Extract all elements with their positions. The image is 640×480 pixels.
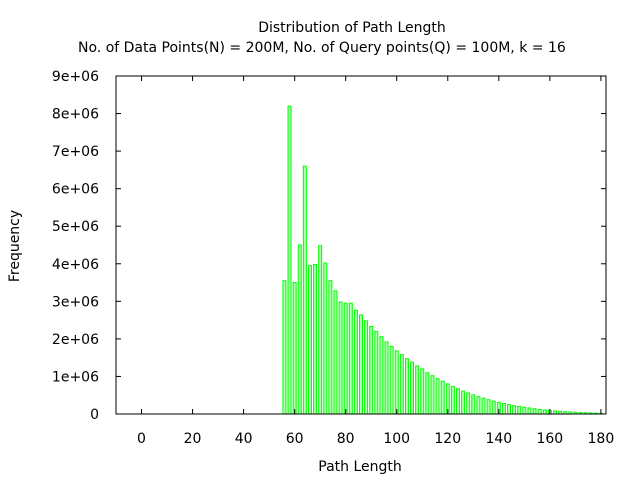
bar	[389, 345, 394, 415]
bar	[507, 404, 512, 415]
y-tick-label: 8e+06	[52, 107, 99, 123]
bar	[440, 380, 445, 415]
bar	[542, 409, 547, 415]
bar	[338, 301, 343, 415]
bar	[486, 399, 491, 415]
x-tick-label: 180	[588, 431, 615, 447]
x-tick-label: 60	[286, 431, 304, 447]
bar	[455, 388, 460, 415]
bar	[369, 326, 374, 415]
y-tick-label: 4e+06	[52, 257, 99, 273]
x-tick-label: 120	[434, 431, 461, 447]
bar	[517, 405, 522, 415]
y-tick-label: 6e+06	[52, 182, 99, 198]
bar	[343, 302, 348, 415]
y-tick-label: 1e+06	[52, 369, 99, 385]
bar	[410, 361, 415, 415]
bar	[512, 405, 517, 415]
bar	[404, 358, 409, 415]
x-tick-label: 40	[235, 431, 253, 447]
bar	[292, 282, 297, 415]
bar	[353, 309, 358, 415]
chart-subtitle: No. of Data Points(N) = 200M, No. of Que…	[78, 40, 566, 56]
axes: 0 20 40 60 80 100 120 140 160 180 0 1e+06 2e+06 3e+06…	[52, 69, 614, 447]
y-tick-label: 9e+06	[52, 69, 99, 85]
bar	[394, 350, 399, 415]
bar	[430, 375, 435, 415]
plot-frame	[115, 75, 607, 415]
bar	[425, 372, 430, 415]
bar	[323, 262, 328, 415]
bar	[415, 365, 420, 415]
bar	[384, 341, 389, 415]
bar	[435, 378, 440, 415]
chart-title: Distribution of Path Length	[258, 20, 446, 36]
y-tick-label: 2e+06	[52, 332, 99, 348]
bar	[491, 400, 496, 415]
y-tick-label: 7e+06	[52, 144, 99, 160]
x-axis-label: Path Length	[318, 459, 402, 475]
bar	[318, 245, 323, 415]
bar	[359, 314, 363, 415]
bar	[333, 290, 338, 415]
bar	[287, 105, 292, 415]
bar	[476, 396, 481, 415]
y-tick-label: 5e+06	[52, 219, 99, 235]
bar	[471, 394, 476, 415]
y-tick-label: 3e+06	[52, 294, 99, 310]
bar-series	[282, 105, 603, 415]
y-tick-label: 0	[90, 407, 99, 423]
bar	[532, 408, 537, 415]
x-tick-label: 140	[485, 431, 512, 447]
x-tick-label: 80	[337, 431, 355, 447]
bar	[481, 397, 486, 415]
bar	[522, 406, 527, 415]
bar	[364, 320, 369, 415]
bar	[420, 368, 425, 415]
bar	[297, 244, 302, 415]
bar	[466, 392, 471, 415]
bar	[379, 336, 384, 415]
bar	[450, 386, 455, 415]
bar	[527, 407, 532, 415]
bar	[374, 330, 379, 415]
bar	[282, 280, 287, 415]
x-tick-label: 160	[536, 431, 563, 447]
bar	[348, 302, 353, 415]
bar	[537, 408, 542, 415]
bar	[302, 165, 307, 415]
bar	[501, 402, 506, 415]
bar	[307, 265, 312, 415]
x-tick-label: 0	[137, 431, 146, 447]
y-axis-label: Frequency	[7, 210, 23, 282]
x-tick-label: 100	[383, 431, 410, 447]
x-tick-label: 20	[184, 431, 202, 447]
bar	[313, 264, 318, 415]
bar	[461, 390, 466, 415]
bar	[399, 354, 404, 415]
bar	[328, 280, 333, 415]
